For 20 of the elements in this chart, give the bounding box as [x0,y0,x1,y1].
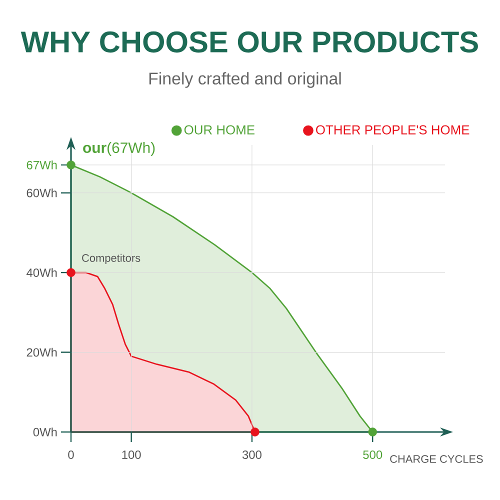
y-tick-label: 20Wh [26,348,57,357]
x-tick-label: 300 [242,450,262,459]
x-tick-label: 0 [68,450,74,459]
y-axis-title: our(67Wh) [83,142,155,156]
y-tick-label: 0Wh [33,428,57,436]
point [66,160,76,170]
point [250,428,260,436]
chart-title: WHY CHOOSE OUR PRODUCTS [20,31,478,53]
y-tick-label: 40Wh [26,268,57,277]
x-tick-label: 500 [363,450,382,459]
x-axis-title: CHARGE CYCLES [390,455,483,463]
x-tick-label: 100 [122,450,141,459]
annotation: Competitors [82,254,140,264]
point [368,428,378,436]
text: OUR HOME [184,125,254,134]
chart-subtitle: Finely crafted and original [149,72,341,88]
y-tick-label: 60Wh [26,188,57,198]
point [66,268,76,277]
y-tick-label: 67Wh [26,160,57,170]
text: OTHER PEOPLE'S HOME [316,125,470,134]
